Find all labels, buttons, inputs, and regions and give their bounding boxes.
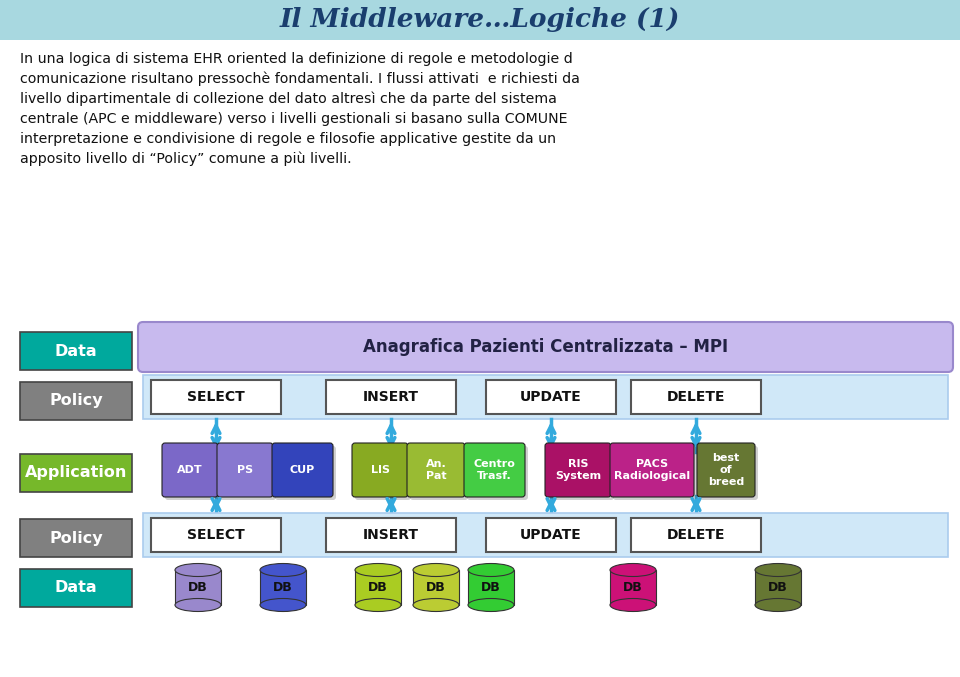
Ellipse shape <box>260 563 306 577</box>
Ellipse shape <box>610 563 656 577</box>
Ellipse shape <box>175 598 221 611</box>
FancyBboxPatch shape <box>610 570 656 605</box>
FancyBboxPatch shape <box>486 518 616 552</box>
Text: SELECT: SELECT <box>187 528 245 542</box>
Text: Centro
Trasf.: Centro Trasf. <box>473 459 516 481</box>
Text: PS: PS <box>237 465 253 475</box>
FancyBboxPatch shape <box>486 380 616 414</box>
Ellipse shape <box>175 563 221 577</box>
Text: Application: Application <box>25 466 127 481</box>
FancyBboxPatch shape <box>0 0 960 40</box>
Text: INSERT: INSERT <box>363 390 419 404</box>
Text: INSERT: INSERT <box>363 528 419 542</box>
FancyBboxPatch shape <box>468 570 514 605</box>
Text: DB: DB <box>274 581 293 594</box>
Ellipse shape <box>413 598 459 611</box>
FancyBboxPatch shape <box>545 443 611 497</box>
Ellipse shape <box>755 563 801 577</box>
Text: Policy: Policy <box>49 393 103 408</box>
FancyBboxPatch shape <box>272 443 333 497</box>
FancyBboxPatch shape <box>326 518 456 552</box>
FancyBboxPatch shape <box>217 443 273 497</box>
Text: UPDATE: UPDATE <box>520 528 582 542</box>
Ellipse shape <box>468 598 514 611</box>
Ellipse shape <box>755 598 801 611</box>
Text: DB: DB <box>623 581 643 594</box>
Ellipse shape <box>610 598 656 611</box>
Text: DB: DB <box>481 581 501 594</box>
FancyBboxPatch shape <box>20 519 132 557</box>
FancyBboxPatch shape <box>20 569 132 607</box>
FancyBboxPatch shape <box>467 446 528 500</box>
FancyBboxPatch shape <box>20 332 132 370</box>
FancyBboxPatch shape <box>352 443 408 497</box>
FancyBboxPatch shape <box>175 570 221 605</box>
FancyBboxPatch shape <box>275 446 336 500</box>
Ellipse shape <box>468 563 514 577</box>
FancyBboxPatch shape <box>464 443 525 497</box>
Text: UPDATE: UPDATE <box>520 390 582 404</box>
FancyBboxPatch shape <box>410 446 468 500</box>
Text: DB: DB <box>188 581 208 594</box>
Text: LIS: LIS <box>371 465 390 475</box>
Text: Il Middleware…Logiche (1): Il Middleware…Logiche (1) <box>279 7 681 32</box>
FancyBboxPatch shape <box>548 446 614 500</box>
FancyBboxPatch shape <box>407 443 465 497</box>
Text: Data: Data <box>55 580 97 596</box>
FancyBboxPatch shape <box>162 443 218 497</box>
Text: Data: Data <box>55 343 97 359</box>
Text: DELETE: DELETE <box>667 390 725 404</box>
Text: In una logica di sistema EHR oriented la definizione di regole e metodologie d
c: In una logica di sistema EHR oriented la… <box>20 52 580 166</box>
Text: PACS
Radiological: PACS Radiological <box>614 459 690 481</box>
Text: Policy: Policy <box>49 531 103 546</box>
Text: An.
Pat: An. Pat <box>425 459 446 481</box>
FancyBboxPatch shape <box>697 443 755 497</box>
Ellipse shape <box>260 598 306 611</box>
FancyBboxPatch shape <box>610 443 694 497</box>
FancyBboxPatch shape <box>260 570 306 605</box>
Ellipse shape <box>355 598 401 611</box>
FancyBboxPatch shape <box>143 375 948 419</box>
Text: ADT: ADT <box>178 465 203 475</box>
Text: best
of
breed: best of breed <box>708 454 744 487</box>
FancyBboxPatch shape <box>613 446 697 500</box>
Text: DELETE: DELETE <box>667 528 725 542</box>
FancyBboxPatch shape <box>220 446 276 500</box>
Text: SELECT: SELECT <box>187 390 245 404</box>
FancyBboxPatch shape <box>143 513 948 557</box>
Ellipse shape <box>413 563 459 577</box>
FancyBboxPatch shape <box>355 446 411 500</box>
FancyBboxPatch shape <box>355 570 401 605</box>
FancyBboxPatch shape <box>138 322 953 372</box>
FancyBboxPatch shape <box>165 446 221 500</box>
Ellipse shape <box>355 563 401 577</box>
Text: RIS
System: RIS System <box>555 459 601 481</box>
Text: CUP: CUP <box>290 465 315 475</box>
FancyBboxPatch shape <box>151 518 281 552</box>
FancyBboxPatch shape <box>20 454 132 492</box>
Text: DB: DB <box>426 581 445 594</box>
Text: DB: DB <box>768 581 788 594</box>
FancyBboxPatch shape <box>413 570 459 605</box>
FancyBboxPatch shape <box>755 570 801 605</box>
FancyBboxPatch shape <box>151 380 281 414</box>
FancyBboxPatch shape <box>631 380 761 414</box>
FancyBboxPatch shape <box>631 518 761 552</box>
FancyBboxPatch shape <box>700 446 758 500</box>
Text: Anagrafica Pazienti Centralizzata – MPI: Anagrafica Pazienti Centralizzata – MPI <box>363 338 728 356</box>
FancyBboxPatch shape <box>20 382 132 420</box>
Text: DB: DB <box>368 581 388 594</box>
FancyBboxPatch shape <box>326 380 456 414</box>
